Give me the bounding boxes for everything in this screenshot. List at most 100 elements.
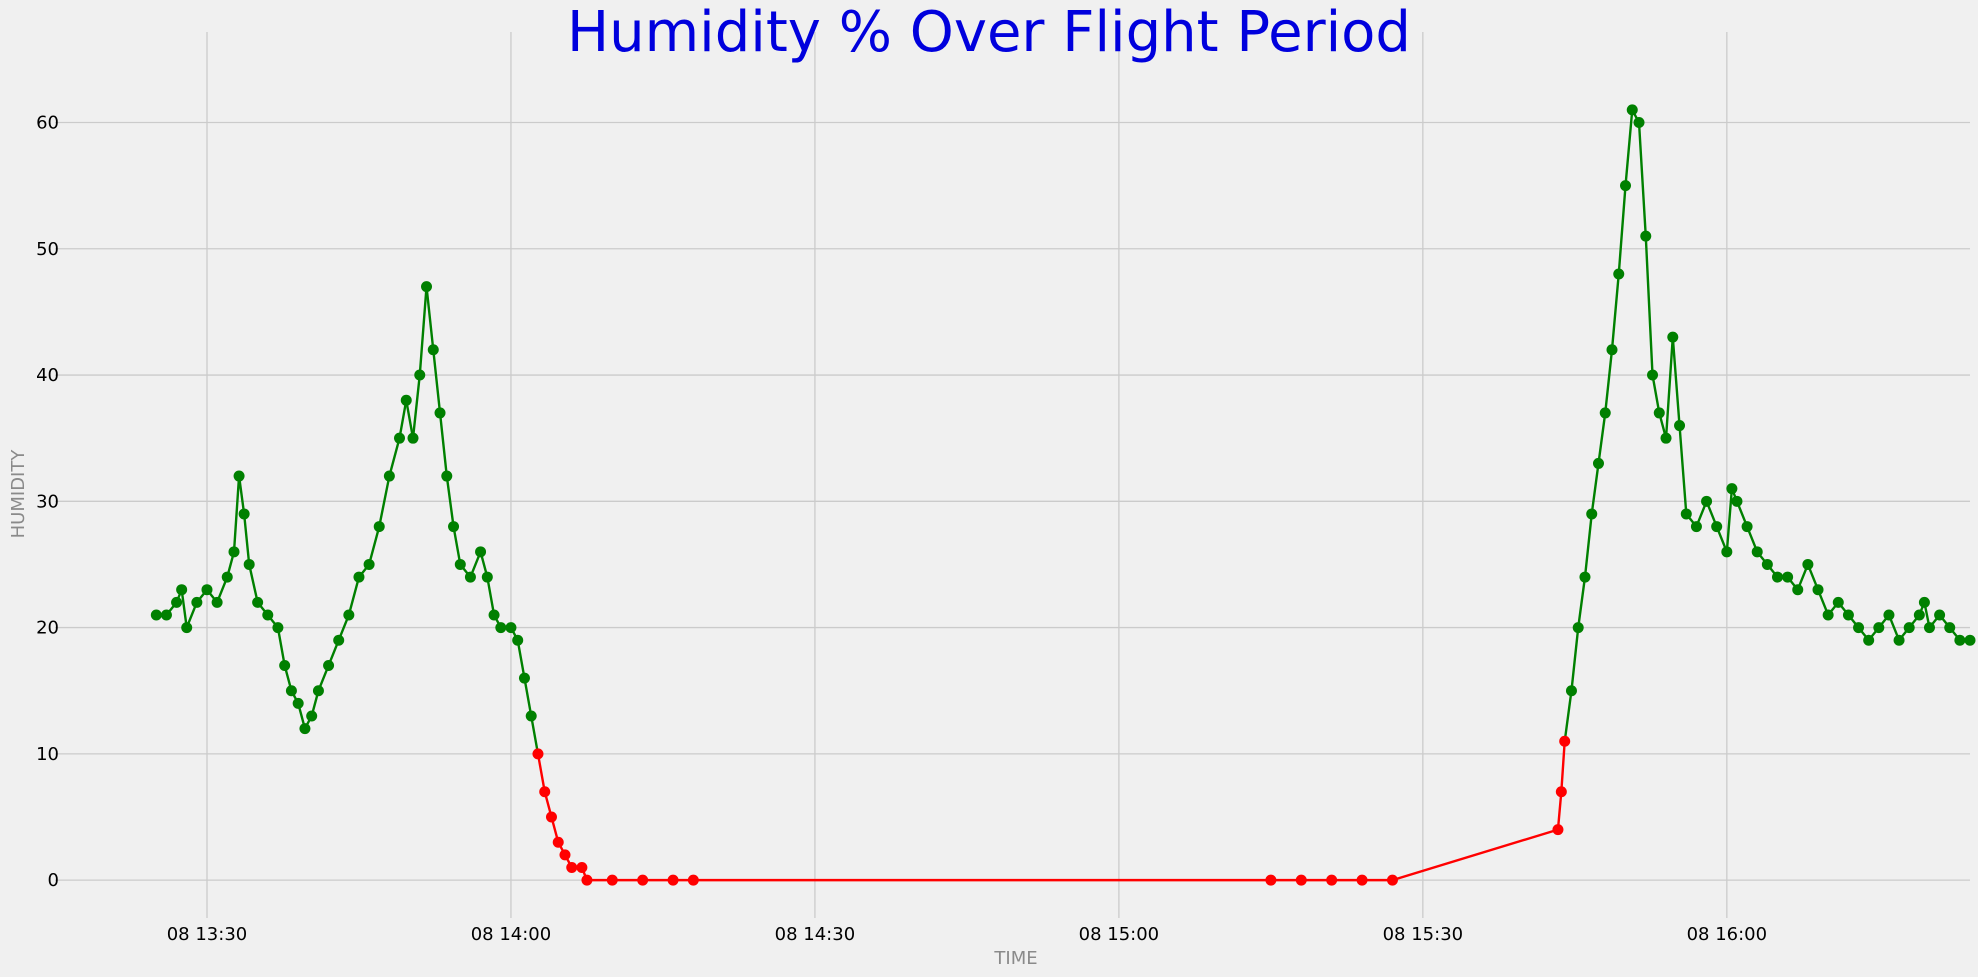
data-point-63 [1356,874,1368,886]
data-point-30 [400,394,412,406]
data-point-73 [1599,407,1611,419]
series-line-segment [378,474,391,528]
data-point-79 [1640,230,1652,242]
data-point-23 [333,634,345,646]
data-point-70 [1579,571,1591,583]
data-point-58 [667,874,679,886]
series-line-segment [1563,689,1573,743]
data-point-114 [1954,634,1966,646]
series-line-segment [1583,512,1593,579]
data-point-115 [1964,634,1976,646]
data-point-0 [150,609,162,621]
data-point-77 [1626,104,1638,116]
series-line-segment [418,285,428,377]
data-point-62 [1326,874,1338,886]
data-point-71 [1586,508,1598,520]
data-point-88 [1711,521,1723,533]
data-point-86 [1690,521,1702,533]
series-line-segment [523,676,533,718]
series-line-segment [388,436,401,478]
data-point-20 [306,710,318,722]
data-point-109 [1913,609,1925,621]
x-tick-label-5: 08 16:00 [1687,924,1768,945]
data-point-40 [475,546,487,558]
series-line-segment [432,348,442,415]
data-point-113 [1944,622,1956,634]
data-point-96 [1782,571,1794,583]
data-point-91 [1731,495,1743,507]
data-point-105 [1873,622,1885,634]
series-line-segment [1651,373,1661,415]
data-point-72 [1592,457,1604,469]
data-point-110 [1918,596,1930,608]
data-point-75 [1613,268,1625,280]
data-point-97 [1792,584,1804,596]
data-point-54 [576,861,588,873]
data-point-101 [1832,596,1844,608]
data-point-99 [1812,584,1824,596]
series-line-segment [1671,335,1681,427]
y-tick-label-6: 60 [36,113,59,134]
data-point-100 [1822,609,1834,621]
data-point-21 [312,685,324,697]
series-line-segment [237,474,246,516]
series-line-segment [1624,108,1634,187]
series-line-segment [438,411,448,478]
data-point-28 [383,470,395,482]
data-point-107 [1893,634,1905,646]
data-point-45 [512,634,524,646]
data-point-56 [606,874,618,886]
y-tick-labels: 0 10 20 30 40 50 60 [36,113,59,892]
data-point-39 [464,571,476,583]
data-point-103 [1853,622,1865,634]
series-line-segment [1556,790,1563,831]
x-tick-labels: 08 13:30 08 14:00 08 14:30 08 15:00 08 15:30… [167,924,1767,945]
data-point-52 [559,849,571,861]
data-point-98 [1802,558,1814,570]
data-point-64 [1386,874,1398,886]
series-line-segment [445,474,455,528]
series-line-segment [486,575,496,617]
y-axis-label: HUMIDITY [8,449,29,539]
data-point-66 [1555,786,1567,798]
series-line-segment [180,588,188,629]
data-point-35 [434,407,446,419]
x-tick-label-4: 08 15:30 [1383,924,1464,945]
data-point-6 [201,584,213,596]
x-tick-label-1: 08 14:00 [471,924,552,945]
series-line-segment [1391,828,1560,882]
data-point-76 [1620,180,1632,192]
data-point-25 [353,571,365,583]
data-point-2 [171,596,183,608]
data-point-68 [1565,685,1577,697]
series-line-segment [425,285,435,351]
y-tick-label-4: 40 [36,365,59,386]
data-point-7 [211,596,223,608]
data-point-93 [1751,546,1763,558]
data-point-49 [539,786,551,798]
data-point-67 [1559,735,1571,747]
data-point-12 [243,558,255,570]
y-tick-label-2: 20 [36,618,59,639]
data-point-19 [299,723,311,735]
data-point-18 [292,697,304,709]
data-point-106 [1883,609,1895,621]
data-point-13 [252,596,264,608]
series-line-segment [1590,462,1600,516]
data-point-95 [1771,571,1783,583]
y-tick-label-3: 30 [36,491,59,512]
data-point-55 [581,874,593,886]
data-point-33 [421,281,433,293]
data-point-26 [363,558,375,570]
data-point-10 [233,470,245,482]
data-point-41 [481,571,493,583]
series-line-segment [367,525,381,566]
x-tick-label-0: 08 13:30 [167,924,248,945]
data-point-15 [272,622,284,634]
series-line-segment [452,525,462,566]
x-tick-label-2: 08 14:30 [775,924,856,945]
data-point-5 [191,596,203,608]
data-point-34 [427,344,439,356]
data-point-94 [1761,558,1773,570]
